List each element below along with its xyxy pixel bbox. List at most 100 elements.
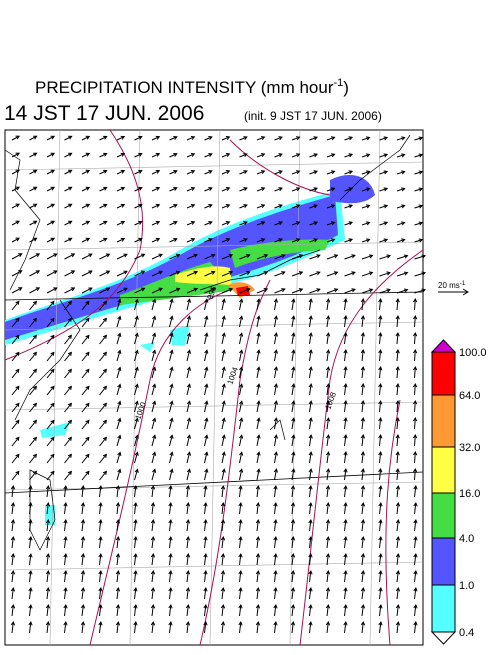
- wind-arrow-head: [366, 204, 371, 209]
- wind-arrow: [239, 452, 243, 464]
- wind-arrow: [11, 352, 20, 362]
- wind-arrow-head: [260, 170, 266, 175]
- wind-arrow-head: [15, 237, 20, 242]
- wind-arrow: [309, 316, 312, 328]
- wind-arrow-head: [150, 502, 156, 507]
- wind-arrow: [134, 503, 137, 515]
- wind-arrow: [151, 136, 160, 141]
- wind-arrow: [221, 537, 224, 549]
- wind-arrow-head: [117, 434, 122, 439]
- colorbar-cap: [430, 631, 457, 645]
- wind-arrow-head: [45, 621, 51, 626]
- wind-arrow-head: [378, 604, 383, 609]
- wind-arrow: [11, 270, 22, 277]
- wind-arrow-head: [383, 238, 389, 243]
- wind-arrow-head: [190, 169, 196, 174]
- wind-arrow: [134, 384, 138, 396]
- wind-arrow: [221, 316, 225, 328]
- wind-arrow: [396, 400, 399, 413]
- wind-arrow-head: [134, 298, 139, 303]
- wind-arrow-head: [208, 170, 213, 174]
- wind-arrow-head: [290, 519, 296, 524]
- wind-arrow: [379, 154, 388, 158]
- wind-arrow-head: [138, 237, 143, 242]
- wind-arrow: [396, 289, 408, 294]
- wind-arrow: [291, 254, 303, 260]
- wind-arrow-head: [50, 152, 56, 157]
- wind-arrow-head: [326, 315, 331, 320]
- wind-arrow: [151, 204, 160, 209]
- wind-arrow-head: [325, 587, 331, 592]
- wind-arrow: [361, 367, 364, 379]
- wind-arrow: [134, 238, 142, 243]
- wind-arrow: [64, 318, 72, 328]
- wind-arrow: [116, 588, 119, 600]
- wind-arrow: [326, 299, 330, 311]
- wind-arrow: [414, 383, 416, 396]
- wind-arrow-head: [395, 298, 400, 303]
- wind-arrow-head: [185, 570, 191, 575]
- wind-arrow-head: [15, 385, 20, 390]
- wind-arrow: [169, 299, 173, 311]
- wind-arrow: [116, 622, 119, 634]
- wind-arrow: [134, 270, 145, 277]
- wind-arrow-head: [45, 519, 51, 524]
- wind-arrow: [186, 520, 189, 532]
- wind-arrow-head: [63, 536, 68, 541]
- wind-arrow: [169, 605, 172, 617]
- wind-arrow-head: [103, 135, 108, 140]
- wind-arrow: [396, 349, 399, 362]
- wind-arrow-head: [278, 204, 283, 209]
- wind-arrow-head: [348, 204, 354, 209]
- wind-arrow: [186, 350, 191, 362]
- wind-arrow: [99, 486, 102, 498]
- wind-arrow-head: [134, 434, 139, 439]
- wind-arrow: [64, 186, 72, 192]
- wind-arrow: [274, 333, 277, 345]
- wind-arrow: [116, 605, 119, 617]
- wind-arrow: [291, 367, 295, 379]
- wind-arrow-head: [343, 519, 348, 524]
- wind-arrow: [11, 554, 14, 566]
- wind-arrow-head: [134, 468, 139, 473]
- wind-arrow-head: [203, 621, 208, 626]
- wind-arrow: [326, 204, 335, 209]
- wind-arrow: [81, 437, 90, 447]
- wind-arrow-head: [255, 519, 261, 524]
- wind-arrow-head: [168, 587, 173, 592]
- wind-arrow: [11, 403, 20, 413]
- wind-arrow: [81, 486, 84, 498]
- wind-arrow-head: [239, 332, 244, 337]
- wind-arrow: [361, 299, 364, 311]
- wind-arrow-head: [308, 417, 313, 422]
- wind-arrow: [379, 205, 388, 209]
- wind-arrow-head: [102, 436, 107, 441]
- wind-arrow: [396, 503, 399, 515]
- wind-arrow: [291, 622, 294, 634]
- wind-arrow: [274, 537, 277, 549]
- wind-arrow: [414, 137, 423, 141]
- wind-arrow: [274, 554, 277, 566]
- wind-arrow: [64, 437, 72, 447]
- wind-arrow-head: [255, 604, 261, 609]
- wind-arrow-head: [80, 604, 86, 609]
- wind-arrow-head: [395, 451, 400, 456]
- wind-arrow-head: [343, 298, 348, 303]
- wind-arrow-head: [378, 519, 383, 524]
- wind-arrow: [64, 386, 72, 396]
- wind-arrow: [46, 588, 49, 600]
- wind-arrow-head: [190, 203, 196, 208]
- wind-arrow-head: [80, 621, 86, 626]
- wind-arrow: [151, 520, 154, 532]
- wind-arrow: [396, 520, 399, 532]
- wind-arrow-head: [169, 451, 174, 456]
- wind-arrow: [186, 571, 189, 583]
- wind-arrow: [361, 588, 364, 600]
- wind-arrow: [361, 622, 364, 634]
- wind-arrow: [116, 350, 121, 362]
- wind-arrow-head: [63, 570, 68, 575]
- wind-arrow: [81, 270, 93, 277]
- wind-arrow-head: [133, 519, 138, 524]
- wind-arrow: [11, 169, 20, 175]
- wind-arrow-head: [295, 153, 301, 158]
